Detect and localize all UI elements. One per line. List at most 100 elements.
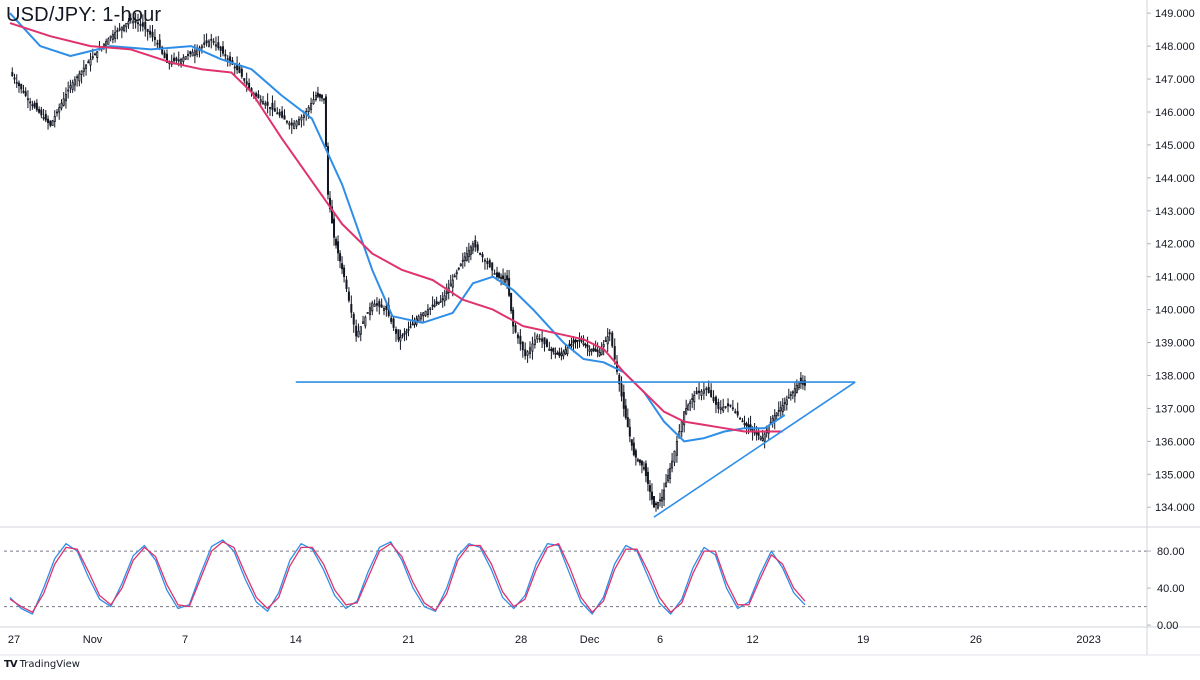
candle-body: [732, 408, 733, 409]
candle-body: [72, 83, 73, 90]
candle-body: [85, 65, 86, 68]
candle-body: [510, 293, 511, 310]
candle-body: [79, 74, 80, 81]
candle-body: [764, 434, 765, 441]
candle-body: [614, 346, 615, 359]
candle-body: [208, 41, 209, 46]
candle-body: [63, 99, 64, 106]
candle-body: [730, 405, 731, 406]
candle-body: [534, 340, 535, 345]
candle-body: [748, 425, 749, 428]
candle-body: [346, 280, 347, 288]
time-tick-label: 2023: [1076, 634, 1100, 646]
candle-body: [690, 402, 691, 404]
candle-body: [149, 31, 150, 34]
candle-body: [546, 340, 547, 347]
candle-body: [56, 112, 57, 113]
candle-body: [47, 119, 48, 122]
candle-body: [43, 117, 44, 118]
candle-body: [537, 336, 538, 339]
candle-body: [513, 310, 514, 326]
candle-body: [577, 340, 578, 341]
candle-body: [434, 305, 435, 306]
candle-body: [367, 312, 368, 313]
candle-body: [256, 94, 257, 96]
candle-body: [436, 302, 437, 304]
candle-body: [515, 326, 516, 333]
candle-body: [180, 59, 181, 63]
candle-body: [213, 41, 214, 42]
candle-body: [341, 264, 342, 269]
candle-body: [544, 338, 545, 344]
candle-body: [90, 59, 91, 65]
candle-body: [229, 57, 230, 62]
candle-body: [739, 418, 740, 419]
candle-body: [631, 440, 632, 446]
candle-body: [110, 36, 111, 38]
candle-body: [190, 52, 191, 54]
candle-body: [796, 385, 797, 392]
support-trendline: [654, 382, 855, 517]
candle-body: [176, 58, 177, 60]
candle-body: [360, 327, 361, 335]
candle-body: [376, 304, 377, 306]
candle-body: [325, 97, 326, 147]
candle-body: [410, 327, 411, 328]
candle-body: [50, 121, 51, 125]
candle-body: [317, 93, 318, 96]
time-tick-label: Dec: [580, 634, 600, 646]
candle-body: [708, 387, 709, 392]
candle-body: [573, 341, 574, 344]
candle-body: [54, 116, 55, 121]
candle-body: [381, 305, 382, 307]
candle-body: [595, 349, 596, 351]
candle-body: [676, 441, 677, 455]
candle-body: [412, 324, 413, 325]
candle-body: [522, 342, 523, 350]
chart-title: USD/JPY: 1-hour: [6, 4, 161, 27]
candle-body: [633, 443, 634, 454]
candle-body: [462, 260, 463, 261]
candle-body: [88, 62, 89, 63]
candle-body: [164, 53, 165, 58]
candle-body: [468, 250, 469, 256]
candle-body: [667, 476, 668, 481]
candle-body: [496, 273, 497, 277]
candle-body: [539, 339, 540, 340]
candle-body: [442, 299, 443, 300]
candle-body: [567, 348, 568, 354]
candle-body: [452, 280, 453, 287]
candle-body: [262, 102, 263, 104]
candle-body: [246, 82, 247, 85]
candle-body: [241, 69, 242, 76]
candle-body: [260, 100, 261, 102]
candle-body: [713, 398, 714, 401]
candle-body: [400, 337, 401, 341]
candle-body: [688, 405, 689, 410]
candle-body: [36, 103, 37, 110]
candle-body: [41, 110, 42, 115]
candle-body: [480, 253, 481, 254]
candle-body: [444, 296, 445, 301]
tradingview-logo-text: TradingView: [20, 659, 80, 670]
candle-body: [393, 319, 394, 327]
candle-body: [211, 39, 212, 40]
candle-body: [529, 348, 530, 354]
candle-body: [356, 326, 357, 336]
candle-body: [715, 397, 716, 404]
time-tick-label: 14: [290, 634, 302, 646]
candle-body: [192, 52, 193, 56]
candle-body: [14, 78, 15, 79]
candle-body: [206, 41, 207, 43]
price-tick-label: 135.000: [1155, 469, 1195, 481]
candle-body: [643, 468, 644, 469]
candle-body: [45, 114, 46, 120]
candle-body: [391, 318, 392, 321]
candle-body: [438, 302, 439, 303]
candle-body: [583, 343, 584, 344]
candle-body: [372, 303, 373, 311]
candle-body: [406, 331, 407, 332]
candle-body: [696, 391, 697, 394]
candle-body: [625, 406, 626, 418]
